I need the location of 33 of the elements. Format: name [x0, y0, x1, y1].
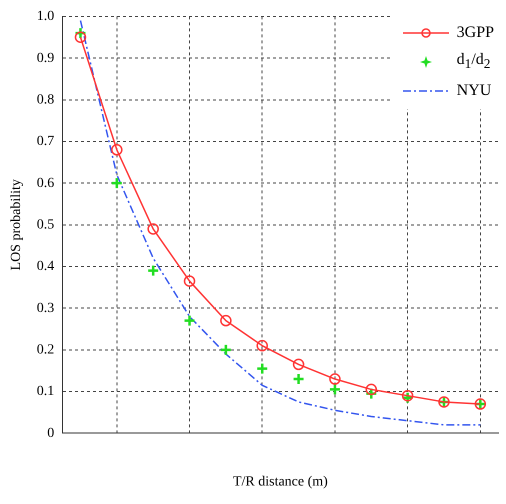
- y-tick-label: 0.7: [36, 134, 54, 150]
- y-tick-label: 0.8: [36, 92, 54, 108]
- point: [147, 223, 159, 235]
- y-tick-label: 0.3: [36, 300, 54, 316]
- point: [220, 314, 232, 326]
- y-tick-label: 0: [47, 426, 54, 441]
- y-tick-label: 0.1: [36, 384, 54, 400]
- legend-label: 3GPP: [456, 24, 494, 42]
- point: [402, 390, 414, 402]
- y-tick-label: 0.2: [36, 342, 54, 358]
- point: [256, 340, 268, 352]
- x-axis-title: T/R distance (m): [232, 474, 328, 490]
- point: [111, 144, 123, 156]
- point: [329, 373, 341, 385]
- point: [183, 314, 196, 327]
- point: [366, 384, 378, 396]
- point: [74, 31, 86, 43]
- point: [292, 358, 304, 370]
- point: [256, 362, 268, 375]
- y-tick-label: 0.5: [36, 217, 54, 232]
- point: [146, 264, 160, 277]
- point: [110, 176, 124, 190]
- point: [328, 383, 342, 396]
- y-tick-label: 0.6: [36, 176, 54, 191]
- point: [292, 372, 305, 386]
- y-axis-title: LOS probability: [9, 179, 24, 270]
- y-tick-label: 1.0: [36, 9, 54, 24]
- y-tick-label: 0.9: [36, 50, 54, 66]
- y-tick-label: 0.4: [36, 259, 54, 274]
- point: [184, 275, 196, 287]
- legend-label: d$_{1}$/d$_{2}$: [456, 50, 490, 72]
- legend-label: NYU: [456, 82, 492, 100]
- point: [220, 344, 232, 356]
